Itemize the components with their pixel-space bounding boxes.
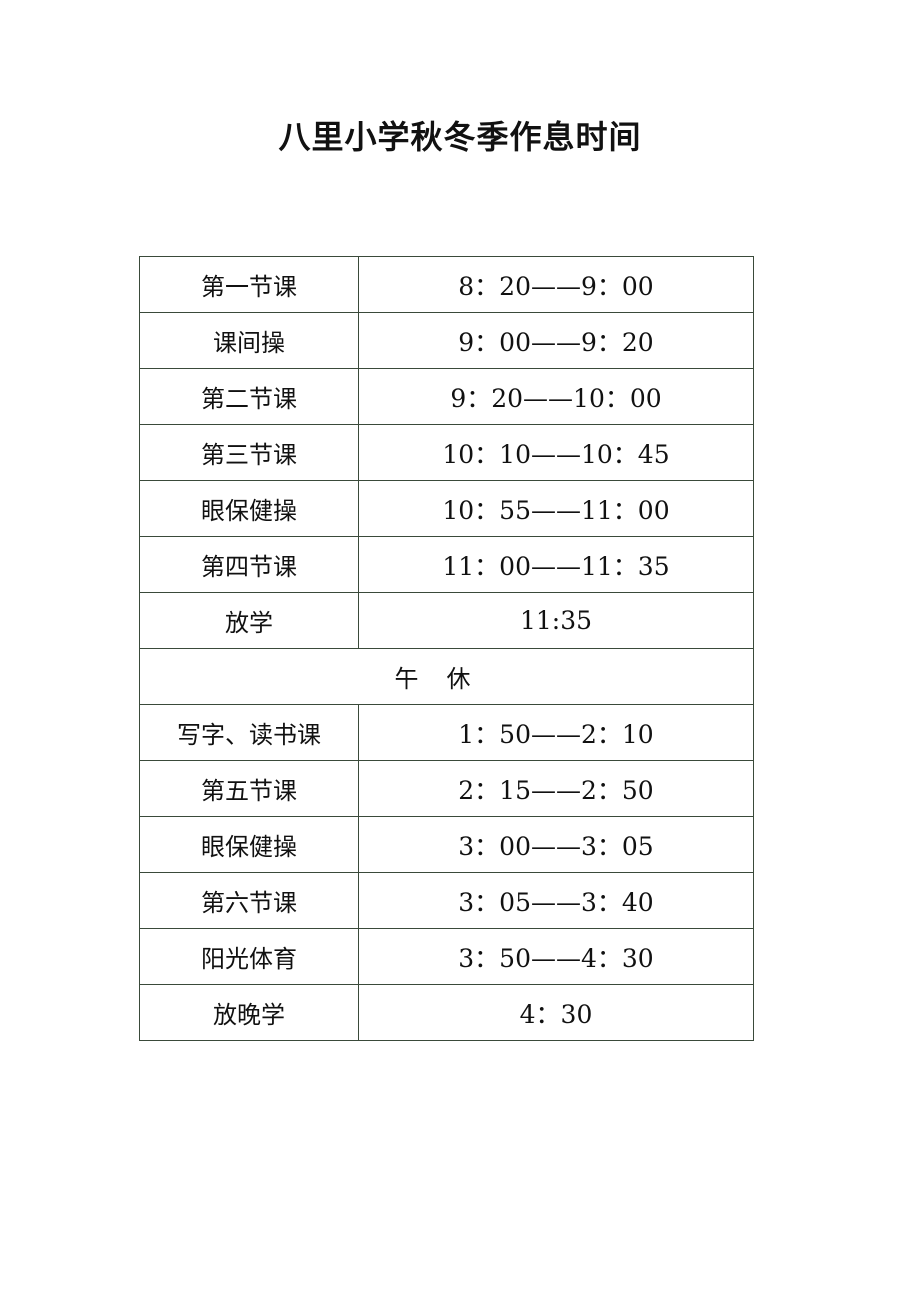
period-label: 第五节课	[139, 760, 359, 817]
table-row: 课间操 9：00——9：20	[139, 312, 754, 369]
break-row: 午休	[139, 648, 754, 705]
period-label: 第三节课	[139, 424, 359, 481]
period-time: 10：55——11：00	[358, 480, 754, 537]
period-time: 9：00——9：20	[358, 312, 754, 369]
table-row: 第五节课 2：15——2：50	[139, 760, 754, 817]
period-label: 第六节课	[139, 872, 359, 929]
table-row: 阳光体育 3：50——4：30	[139, 928, 754, 985]
schedule-table: 第一节课 8：20——9：00 课间操 9：00——9：20 第二节课 9：20——1…	[139, 256, 754, 1041]
table-row: 放学 11:35	[139, 592, 754, 649]
period-label: 阳光体育	[139, 928, 359, 985]
period-time: 11：00——11：35	[358, 536, 754, 593]
period-label: 第四节课	[139, 536, 359, 593]
period-time: 8：20——9：00	[358, 256, 754, 313]
period-label: 第一节课	[139, 256, 359, 313]
period-time: 3：05——3：40	[358, 872, 754, 929]
table-row: 眼保健操 10：55——11：00	[139, 480, 754, 537]
period-label: 眼保健操	[139, 816, 359, 873]
period-time: 3：50——4：30	[358, 928, 754, 985]
period-label: 第二节课	[139, 368, 359, 425]
period-time: 9：20——10：00	[358, 368, 754, 425]
period-time: 2：15——2：50	[358, 760, 754, 817]
period-label: 放学	[139, 592, 359, 649]
period-label: 眼保健操	[139, 480, 359, 537]
table-row: 第六节课 3：05——3：40	[139, 872, 754, 929]
page-title: 八里小学秋冬季作息时间	[278, 118, 642, 156]
table-row: 第二节课 9：20——10：00	[139, 368, 754, 425]
period-time: 3：00——3：05	[358, 816, 754, 873]
period-label: 放晚学	[139, 984, 359, 1041]
table-row: 第四节课 11：00——11：35	[139, 536, 754, 593]
table-row: 写字、读书课 1：50——2：10	[139, 704, 754, 761]
period-label: 课间操	[139, 312, 359, 369]
period-time: 1：50——2：10	[358, 704, 754, 761]
table-row: 第一节课 8：20——9：00	[139, 256, 754, 313]
lunch-break-label: 午休	[139, 648, 754, 705]
table-row: 眼保健操 3：00——3：05	[139, 816, 754, 873]
period-time: 10：10——10：45	[358, 424, 754, 481]
table-row: 第三节课 10：10——10：45	[139, 424, 754, 481]
period-time: 11:35	[358, 592, 754, 649]
period-label: 写字、读书课	[139, 704, 359, 761]
table-row: 放晚学 4：30	[139, 984, 754, 1041]
period-time: 4：30	[358, 984, 754, 1041]
